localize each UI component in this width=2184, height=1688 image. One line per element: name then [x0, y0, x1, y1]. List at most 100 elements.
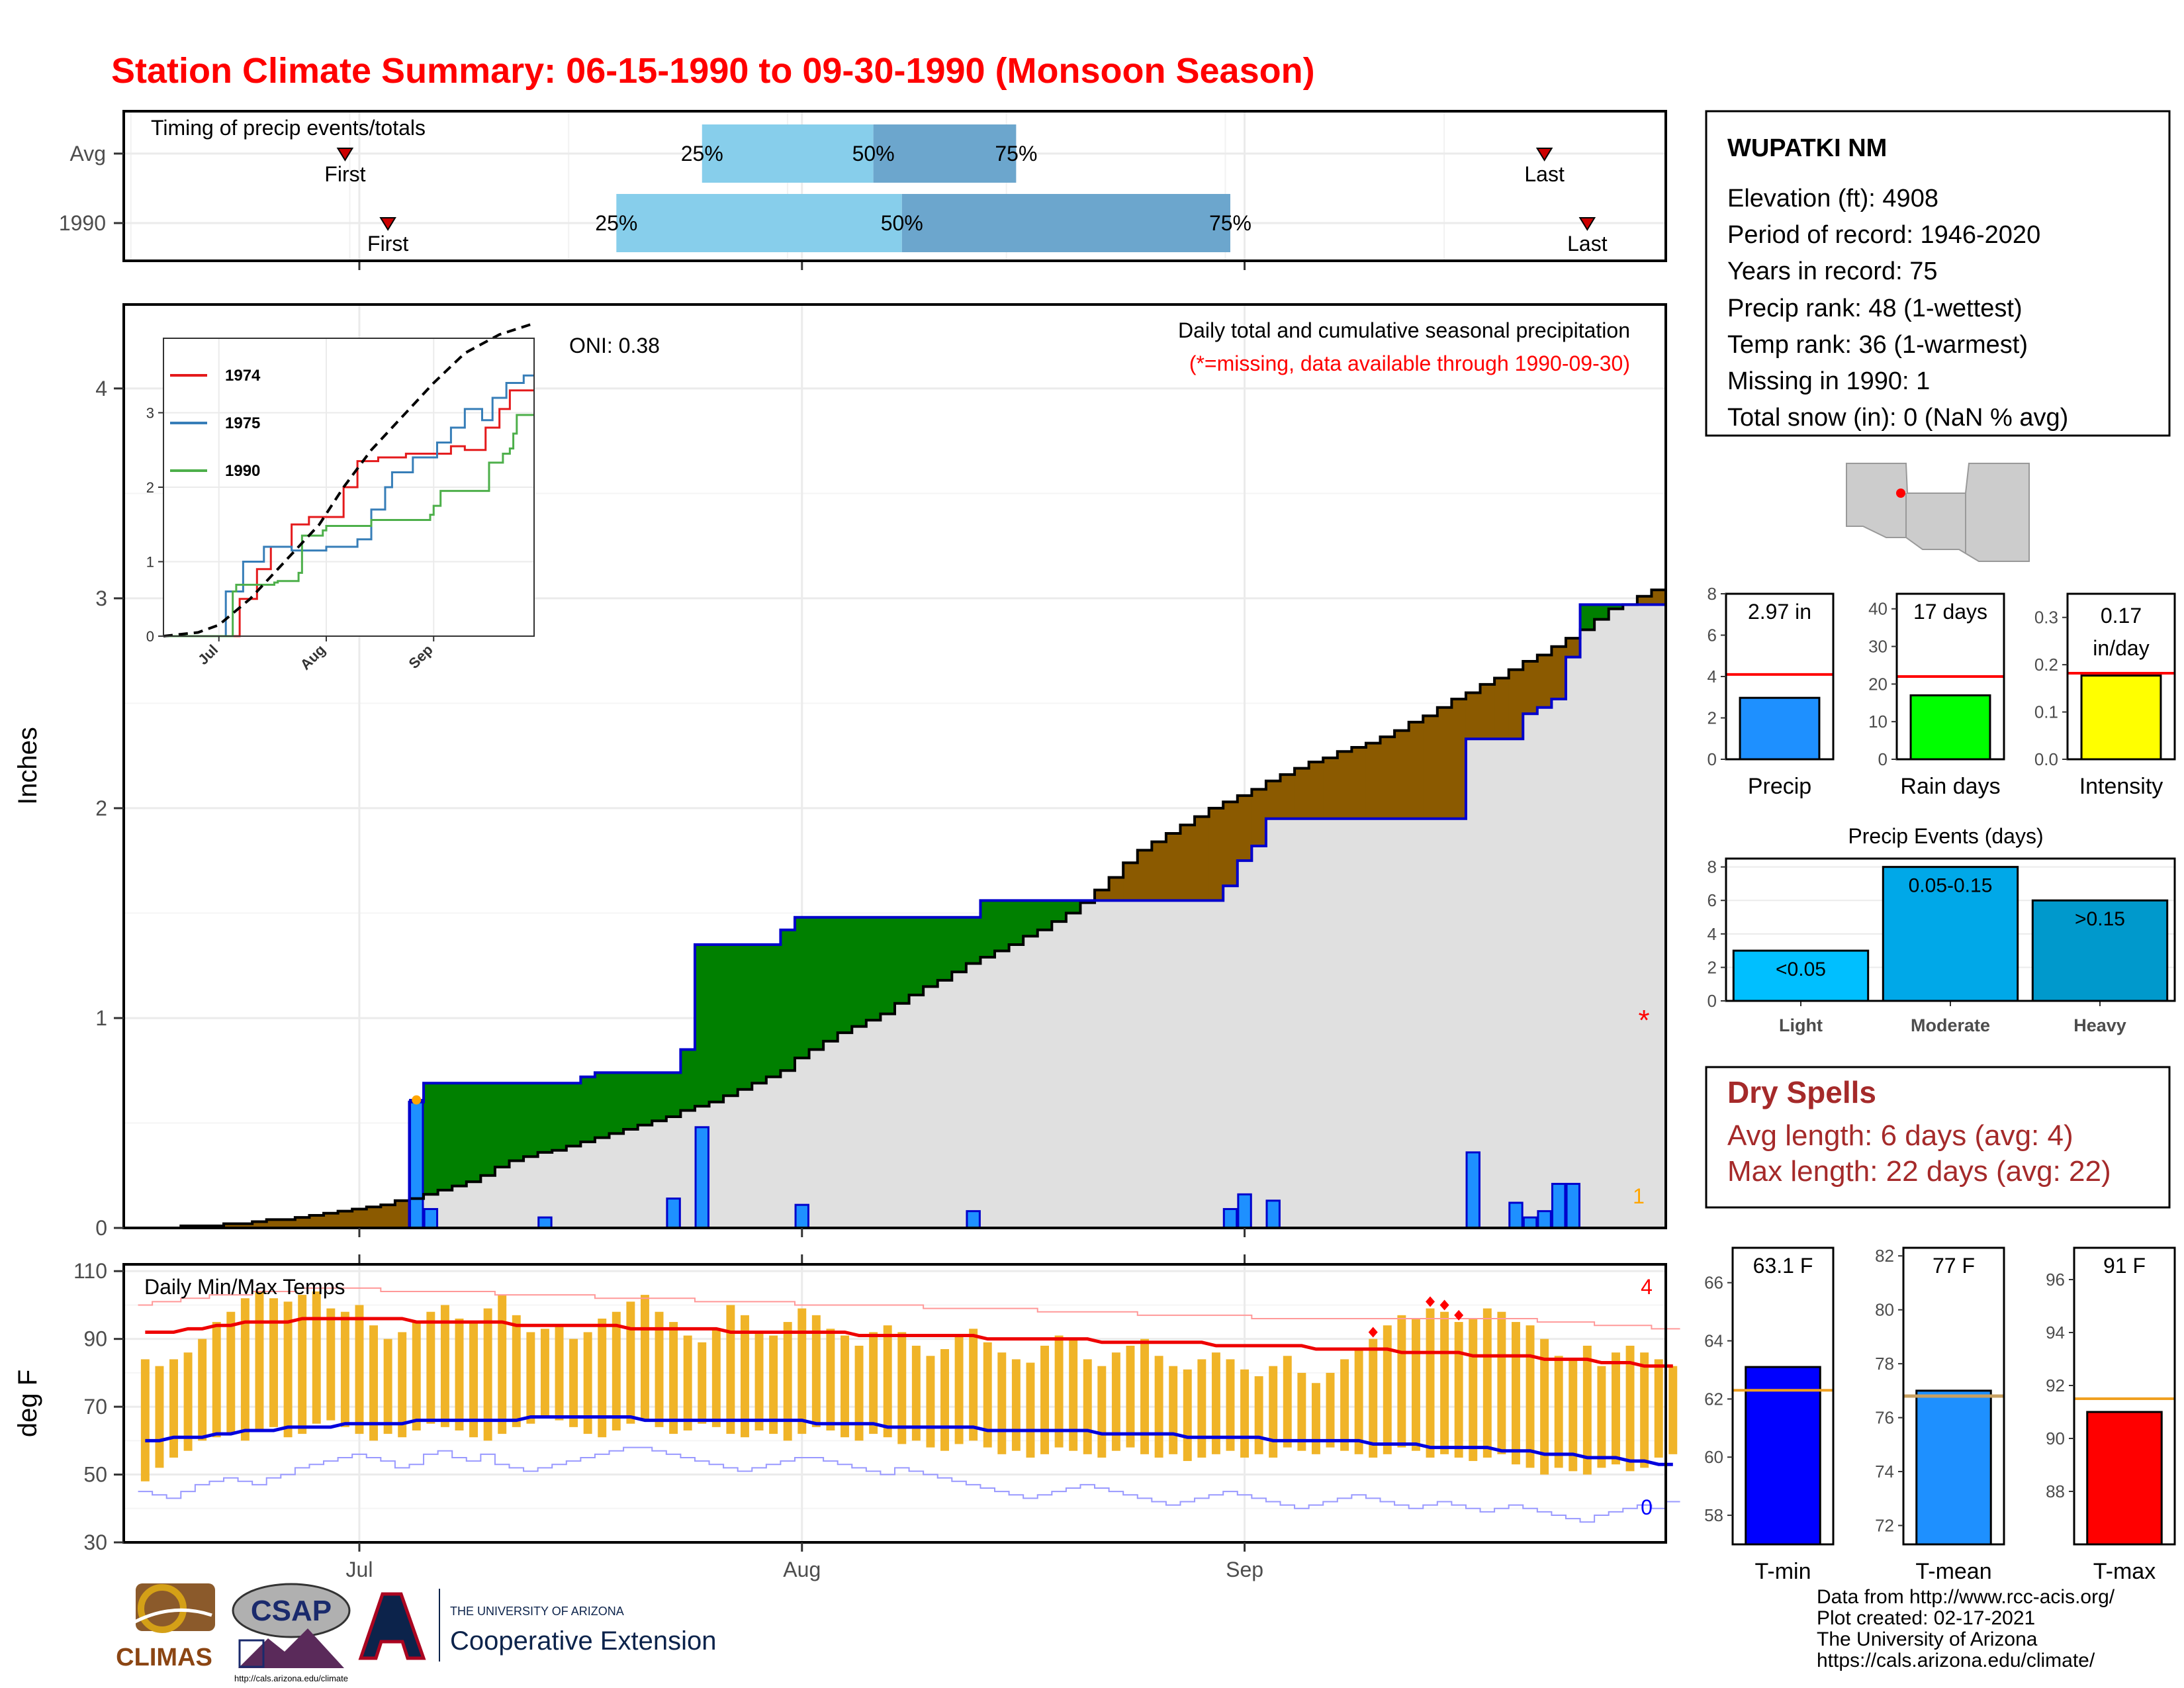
temp-daily-range-bar	[869, 1332, 878, 1434]
precip-deficit-step	[309, 1215, 324, 1228]
temp-daily-range-bar	[911, 1345, 921, 1441]
temp-daily-range-bar	[1640, 1352, 1649, 1468]
timing-first-marker	[336, 148, 354, 162]
precip-deficit-step	[1251, 789, 1267, 846]
inset-series-line-1990	[163, 414, 534, 637]
tmean-gauge-y-tick-label: 78	[1875, 1354, 1894, 1374]
temp-average-max-line	[145, 1317, 1673, 1368]
events-frame	[1725, 857, 2176, 1002]
precip-deficit-step	[295, 1217, 310, 1228]
temp-daily-range-bar	[926, 1356, 935, 1448]
precip-y-tick-label: 2	[95, 796, 107, 820]
tmax-gauge-y-tick-label: 92	[2046, 1376, 2065, 1395]
precip-daily-bar	[1551, 1182, 1567, 1229]
raindays-gauge-value-label: 17 days	[1913, 600, 1987, 624]
dry-spells-frame	[1705, 1066, 2171, 1209]
temp-daily-range-bar	[1011, 1359, 1021, 1451]
tmean-gauge-y-tick-label: 82	[1875, 1246, 1894, 1266]
temp-daily-range-bar	[1226, 1359, 1235, 1451]
inset-legend: 1974 1975 1990	[170, 367, 261, 480]
temp-y-tick-label: 30	[83, 1530, 107, 1554]
temp-daily-range-bar	[1612, 1352, 1620, 1465]
precip-daily-bar	[694, 1126, 709, 1229]
precip-deficit-step	[1451, 699, 1467, 819]
tmax-gauge-y-tick-label: 88	[2046, 1481, 2065, 1501]
temp-daily-range-bar	[240, 1298, 250, 1441]
events-y-tick-label: 8	[1707, 857, 1717, 877]
precip-y-axis: 0 1 2 3 4	[95, 377, 1246, 1264]
tmax-gauge-frame	[2073, 1246, 2176, 1546]
intensity-gauge-y-tick-label: 0.2	[2034, 655, 2058, 675]
temp-daily-range-bar	[1283, 1356, 1292, 1448]
timing-first-label: First	[367, 232, 408, 256]
precip-deficit-step	[1494, 678, 1510, 739]
precip-deficit-step	[238, 1223, 253, 1228]
precip-surplus-step	[480, 1083, 496, 1176]
tmax-gauge: 88 90 92 94 96 91 F T-max	[2046, 1246, 2176, 1584]
temp-daily-range-bar	[1183, 1369, 1192, 1462]
precip-deficit-step	[1565, 638, 1581, 657]
timing-title: Timing of precip events/totals	[151, 116, 426, 140]
precip-deficit-step	[1323, 757, 1338, 819]
precip-deficit-step	[281, 1219, 296, 1228]
precip-deficit-step	[1508, 669, 1524, 739]
footer-data-source: Data from http://www.rcc-acis.org/	[1817, 1586, 2115, 1608]
station-period: Period of record: 1946-2020	[1727, 221, 2040, 249]
precip-gauge-bar	[1739, 696, 1821, 761]
csap-logo-text: CSAP	[251, 1595, 332, 1627]
inset-series-line-1975	[163, 374, 534, 637]
precip-max-day-marker	[412, 1095, 422, 1105]
precip-deficit-step	[1637, 596, 1653, 605]
precip-daily-bar	[423, 1207, 439, 1229]
precip-surplus-step	[937, 917, 952, 980]
precip-gauge-y-tick-label: 2	[1707, 708, 1717, 728]
precip-surplus-step	[566, 1083, 581, 1147]
temp-daily-range-bar	[498, 1295, 507, 1434]
temp-daily-range-bar	[640, 1295, 649, 1421]
precip-deficit-step	[1480, 684, 1495, 739]
events-y-tick-label: 0	[1707, 991, 1717, 1011]
timing-q25-label: 25%	[681, 142, 723, 165]
tmean-gauge-category-label: T-mean	[1915, 1559, 1991, 1584]
precip-surplus-step	[1037, 900, 1052, 930]
climas-logo-swoosh	[131, 1608, 212, 1625]
tmin-gauge: 58 60 62 64 66 63.1 F T-min	[1704, 1246, 1835, 1584]
footer-university: The University of Arizona	[1817, 1628, 2038, 1650]
events-category-moderate: Moderate	[1911, 1015, 1990, 1035]
temp-bg	[124, 1264, 1666, 1542]
precip-surplus-step	[594, 1072, 610, 1138]
precip-surplus-step	[609, 1072, 624, 1134]
temp-daily-range-bar	[1069, 1338, 1078, 1451]
precip-gauge-value-label: 2.97 in	[1748, 600, 1811, 624]
timing-row-label-avg: Avg	[69, 142, 106, 165]
precip-average-line	[124, 588, 1666, 1229]
intensity-gauge-category-label: Intensity	[2079, 774, 2163, 799]
precip-deficit-step	[1537, 655, 1553, 708]
station-missing: Missing in 1990: 1	[1727, 367, 1930, 395]
temp-record-low-line	[138, 1446, 1680, 1523]
ua-logo-top: THE UNIVERSITY OF ARIZONA	[450, 1605, 624, 1618]
station-temp-rank: Temp rank: 36 (1-warmest)	[1727, 331, 2028, 359]
tmin-gauge-value-label: 63.1 F	[1753, 1254, 1813, 1278]
precip-surplus-step	[895, 917, 910, 1004]
timing-q75-label: 75%	[1209, 211, 1251, 235]
precip-y-tick-label: 0	[95, 1216, 107, 1240]
precip-daily-bar	[1265, 1199, 1281, 1229]
temp-daily-range-bar	[969, 1329, 978, 1441]
precip-surplus-step	[780, 929, 796, 1071]
timing-bar-upper	[873, 124, 1017, 183]
tmax-gauge-bar	[2086, 1411, 2163, 1546]
precip-deficit-step	[1523, 661, 1538, 714]
timing-q75-label: 75%	[995, 142, 1037, 165]
precip-deficit-step	[1195, 816, 1210, 901]
precip-deficit-step	[1351, 747, 1367, 819]
temp-daily-range-bar	[526, 1332, 535, 1424]
temp-daily-range-bar	[283, 1301, 293, 1438]
tmin-gauge-y-tick-label: 60	[1704, 1447, 1723, 1467]
tmax-gauge-y-tick-label: 94	[2046, 1323, 2065, 1342]
raindays-gauge-y-tick-label: 40	[1868, 599, 1888, 619]
tmin-gauge-y-tick-label: 58	[1704, 1505, 1723, 1525]
inset-average-line	[163, 322, 535, 637]
temp-daily-range-bar	[726, 1305, 735, 1434]
temp-daily-range-bar	[1497, 1311, 1506, 1454]
